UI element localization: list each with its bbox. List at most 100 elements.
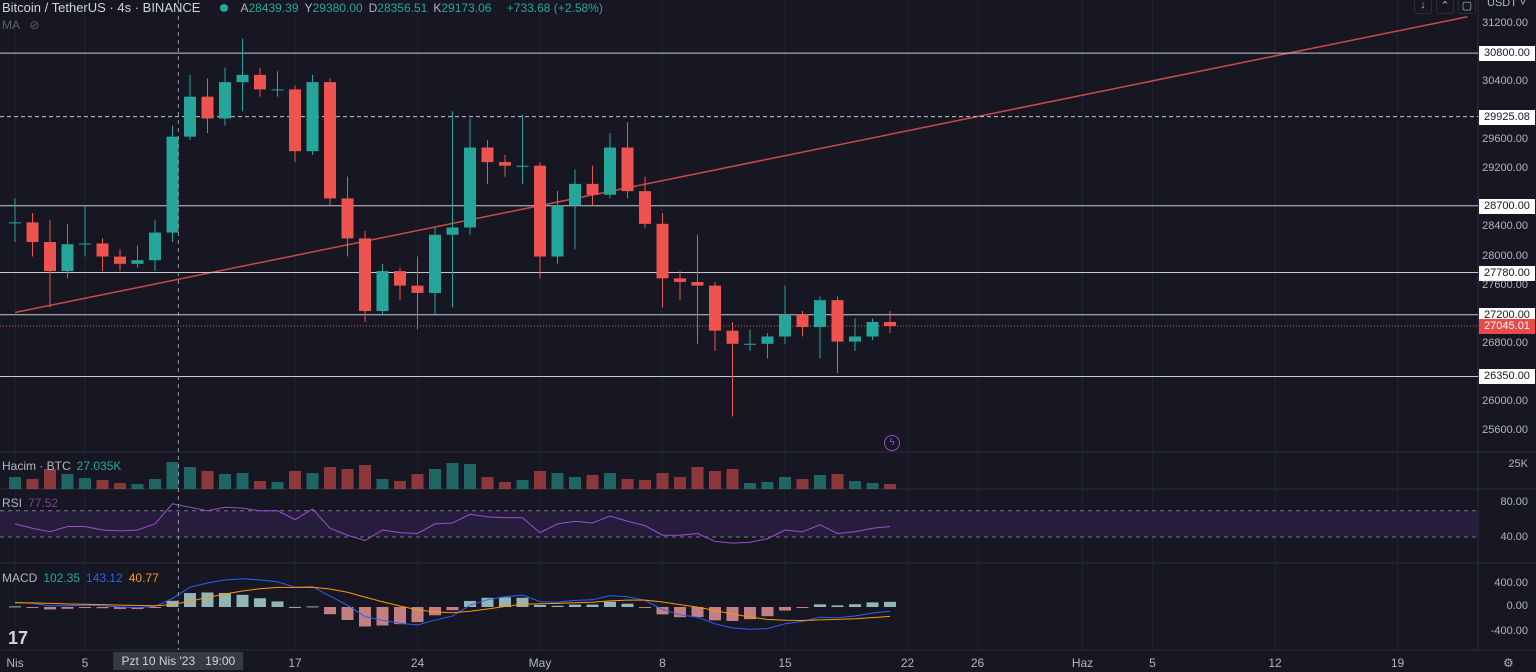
volume-bar — [44, 469, 56, 489]
time-tick: 22 — [900, 656, 915, 670]
time-tick: 19 — [1390, 656, 1405, 670]
volume-bar — [324, 467, 336, 489]
symbol-title: Bitcoin / TetherUS · 4s · BINANCE — [2, 0, 201, 15]
macd-histogram-bar — [44, 607, 56, 610]
volume-bar — [761, 482, 774, 489]
macd-histogram-bar — [429, 607, 441, 616]
volume-bar — [621, 479, 634, 489]
volume-bar — [114, 483, 126, 489]
macd-histogram-bar — [464, 600, 476, 607]
volume-bar — [551, 473, 564, 489]
market-status-icon — [219, 4, 228, 12]
level-price-label[interactable]: 28700.00 — [1479, 198, 1535, 214]
macd-histogram-bar — [551, 605, 564, 607]
macd-tick: 400.00 — [1494, 577, 1528, 589]
volume-value: 27.035K — [76, 459, 122, 473]
macd-histogram-bar — [149, 607, 161, 608]
tradingview-logo[interactable]: 17 — [8, 628, 29, 648]
macd-legend: MACD 102.35 143.12 40.77 — [2, 571, 165, 585]
volume-bar — [586, 475, 599, 489]
volume-bar — [376, 479, 389, 489]
time-tick: 15 — [778, 656, 792, 670]
macd-histogram-bar — [271, 601, 284, 607]
macd-histogram-bar — [691, 607, 704, 618]
macd-histogram-bar — [779, 607, 791, 611]
rsi-band — [0, 510, 1478, 537]
level-price-label[interactable]: 29925.08 — [1479, 109, 1535, 125]
candle-body — [61, 244, 74, 272]
level-price-label[interactable]: 27200.00 — [1479, 307, 1535, 323]
settings-icon[interactable]: ⚙ — [1503, 656, 1514, 670]
candle-body — [359, 238, 371, 312]
volume-bar — [866, 483, 879, 489]
lightning-icon[interactable]: ϟ — [884, 435, 900, 451]
candle-body — [289, 89, 301, 152]
candle-body — [831, 300, 844, 342]
candle-body — [464, 147, 476, 228]
level-price-label[interactable]: 27780.00 — [1479, 265, 1535, 281]
macd-histogram-bar — [79, 607, 91, 608]
candle-body — [761, 336, 774, 344]
candle-body — [744, 343, 756, 345]
volume-bar — [184, 467, 196, 489]
candle-body — [691, 281, 704, 286]
macd-histogram-bar — [621, 603, 634, 607]
candle-body — [534, 165, 546, 257]
candle-body — [814, 300, 826, 328]
macd-histogram-bar — [499, 597, 511, 607]
volume-bar — [709, 471, 721, 489]
currency-selector[interactable]: USDT ˅ — [1487, 0, 1526, 9]
price-change: +733.68 (+2.58%) — [506, 1, 603, 15]
volume-tick: 25K — [1508, 458, 1528, 470]
macd-histogram-bar — [534, 604, 546, 607]
price-tick: 29200.00 — [1482, 162, 1528, 175]
price-tick: 27600.00 — [1482, 278, 1528, 291]
arrow-down-icon[interactable]: ↓ — [1414, 0, 1432, 14]
candle-body — [726, 330, 739, 344]
macd-histogram-bar — [639, 607, 651, 608]
macd-histogram-bar — [114, 607, 126, 609]
volume-bar — [61, 474, 74, 489]
rsi-value: 77.52 — [28, 496, 59, 510]
time-tick: 5 — [1149, 656, 1156, 670]
macd-histogram-bar — [184, 593, 196, 607]
macd-hist-value: 102.35 — [43, 571, 81, 585]
macd-histogram-bar — [674, 607, 686, 618]
level-price-label[interactable]: 26350.00 — [1479, 369, 1535, 385]
candle-body — [656, 223, 669, 279]
macd-histogram-bar — [61, 607, 74, 609]
macd-histogram-bar — [341, 607, 354, 620]
fullscreen-icon[interactable]: ▢ — [1458, 0, 1476, 14]
macd-histogram-bar — [96, 607, 109, 609]
ma-legend[interactable]: MA ⊘ — [2, 18, 45, 32]
candle-body — [499, 162, 511, 166]
volume-bar — [254, 481, 266, 489]
macd-histogram-bar — [866, 602, 879, 607]
time-tick: 12 — [1268, 656, 1282, 670]
macd-tick: 0.00 — [1506, 600, 1528, 612]
macd-histogram-bar — [569, 604, 581, 607]
price-tick: 26800.00 — [1482, 336, 1528, 349]
candle-body — [149, 232, 161, 261]
collapse-icon[interactable]: ⌃ — [1436, 0, 1454, 14]
candle-body — [201, 96, 214, 119]
candle-body — [271, 89, 284, 91]
candle-body — [254, 74, 266, 90]
volume-bar — [481, 477, 494, 489]
time-tick: 5 — [81, 656, 89, 670]
volume-bar — [411, 474, 424, 489]
macd-histogram-bar — [709, 607, 721, 621]
time-tick: 24 — [410, 656, 425, 670]
level-price-label[interactable]: 30800.00 — [1479, 46, 1535, 62]
price-tick: 29600.00 — [1482, 133, 1528, 146]
macd-label: MACD — [2, 571, 38, 585]
eye-hidden-icon[interactable]: ⊘ — [29, 18, 40, 32]
macd-tick: -400.00 — [1490, 625, 1528, 637]
ohlc-K: K29173.06 — [433, 1, 492, 15]
candle-body — [796, 314, 809, 328]
candle-body — [779, 314, 791, 337]
candle-body — [481, 147, 494, 163]
volume-bar — [446, 463, 459, 489]
rsi-tick: 80.00 — [1500, 496, 1528, 508]
